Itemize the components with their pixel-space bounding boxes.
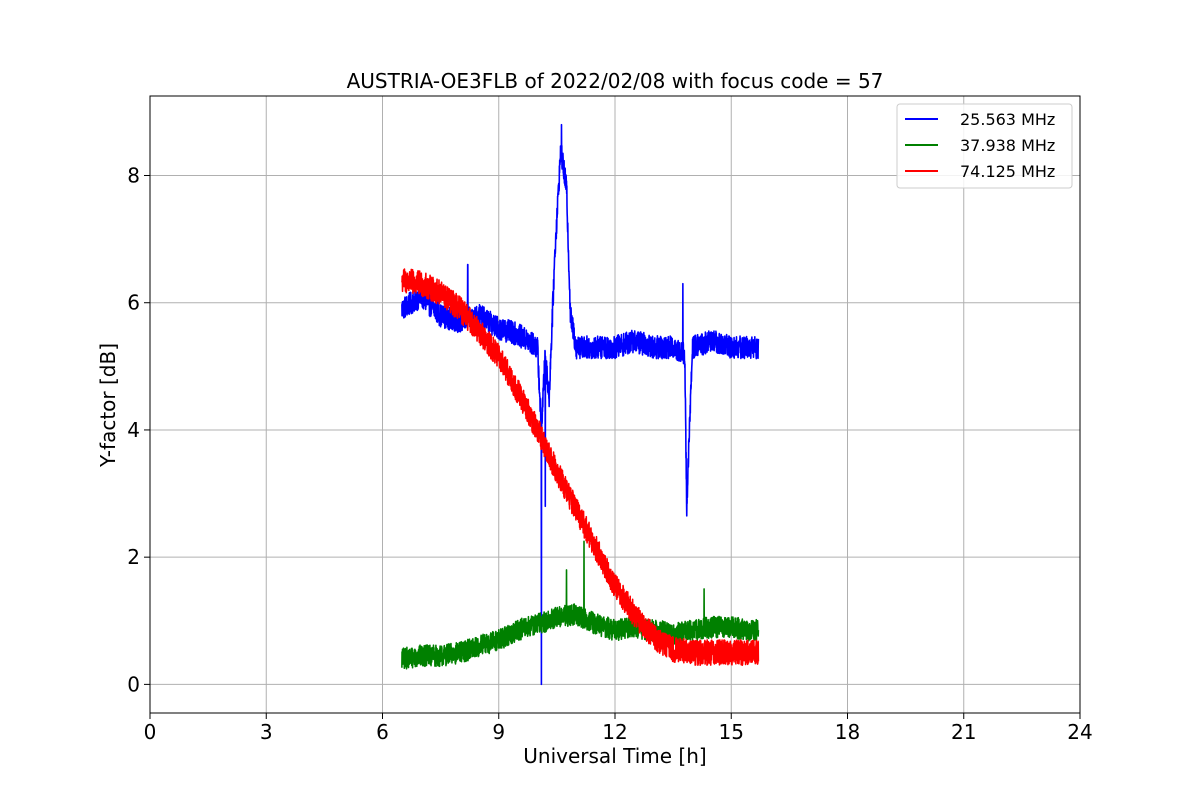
y-tick-label: 8 bbox=[127, 164, 140, 188]
x-tick-label: 18 bbox=[835, 720, 860, 744]
y-tick-label: 2 bbox=[127, 545, 140, 569]
legend-label-3: 74.125 MHz bbox=[960, 162, 1055, 181]
y-axis-label: Y-factor [dB] bbox=[96, 343, 120, 468]
x-tick-label: 0 bbox=[144, 720, 157, 744]
x-tick-label: 9 bbox=[492, 720, 505, 744]
series-line-3 bbox=[401, 268, 760, 667]
x-tick-label: 3 bbox=[260, 720, 273, 744]
chart-title: AUSTRIA-OE3FLB of 2022/02/08 with focus … bbox=[347, 69, 884, 93]
x-tick-label: 24 bbox=[1067, 720, 1092, 744]
x-tick-label: 12 bbox=[602, 720, 627, 744]
x-tick-label: 15 bbox=[719, 720, 744, 744]
legend-box bbox=[896, 103, 1073, 189]
legend: 25.563 MHz 37.938 MHz 74.125 MHz bbox=[896, 103, 1073, 189]
x-tick-label: 21 bbox=[951, 720, 976, 744]
legend-label-2: 37.938 MHz bbox=[960, 136, 1055, 155]
series-layer bbox=[401, 123, 760, 686]
y-tick-label: 6 bbox=[127, 291, 140, 315]
series-line-2 bbox=[401, 540, 760, 670]
y-tick-label: 0 bbox=[127, 672, 140, 696]
x-tick-label: 6 bbox=[376, 720, 389, 744]
y-tick-label: 4 bbox=[127, 418, 140, 442]
legend-label-1: 25.563 MHz bbox=[960, 110, 1055, 129]
x-axis-label: Universal Time [h] bbox=[523, 744, 706, 768]
